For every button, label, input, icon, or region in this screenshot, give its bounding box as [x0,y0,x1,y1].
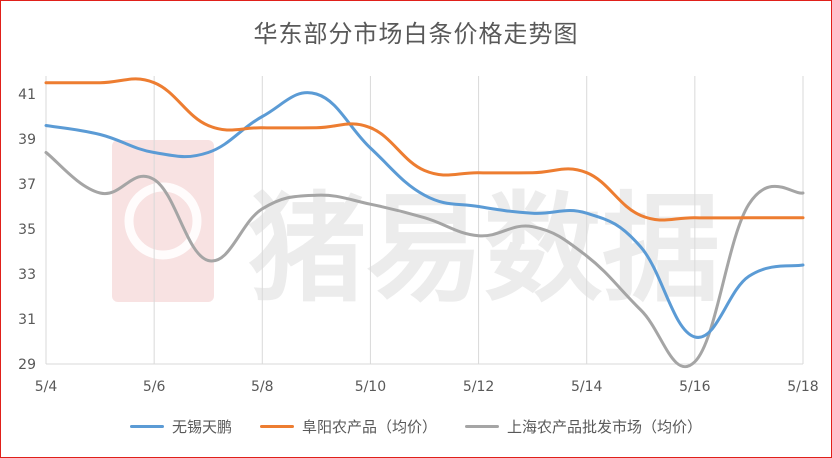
legend-item: 上海农产品批发市场（均价） [465,416,702,437]
y-tick-label: 29 [18,357,36,373]
legend-swatch [129,425,164,428]
x-tick-label: 5/4 [35,379,58,395]
watermark-text: 猪易数据 [248,180,720,318]
y-tick-label: 37 [18,177,36,193]
legend-label: 上海农产品批发市场（均价） [507,418,703,436]
x-tick-label: 5/12 [463,379,494,395]
watermark-logo [112,140,214,302]
x-tick-label: 5/16 [679,379,711,395]
legend: 无锡天鹏 阜阳农产品（均价） 上海农产品批发市场（均价） [0,416,832,437]
x-tick-label: 5/10 [355,379,386,395]
y-tick-label: 39 [18,132,36,148]
legend-label: 无锡天鹏 [171,418,232,436]
x-tick-label: 5/6 [143,379,166,395]
y-tick-label: 41 [18,87,36,103]
tick-labels: 5/4 5/6 5/8 5/10 5/12 5/14 5/16 5/18 29 31 33 35 37 3… [18,87,819,395]
series-lines [44,77,805,369]
series-line [44,151,805,369]
y-tick-label: 33 [18,267,36,283]
legend-swatch [259,425,294,428]
series-line [44,91,805,339]
legend-label: 阜阳农产品（均价） [301,418,437,436]
y-tick-label: 35 [18,222,36,238]
x-tick-label: 5/18 [787,379,818,395]
series-line [44,77,805,222]
legend-item: 阜阳农产品（均价） [259,416,437,437]
gridlines [45,76,804,364]
x-tick-label: 5/14 [571,379,603,395]
chart-title: 华东部分市场白条价格走势图 [253,20,579,48]
x-tick-label: 5/8 [251,379,274,395]
legend-item: 无锡天鹏 [129,416,232,437]
y-tick-label: 31 [18,312,36,328]
legend-swatch [465,425,499,428]
